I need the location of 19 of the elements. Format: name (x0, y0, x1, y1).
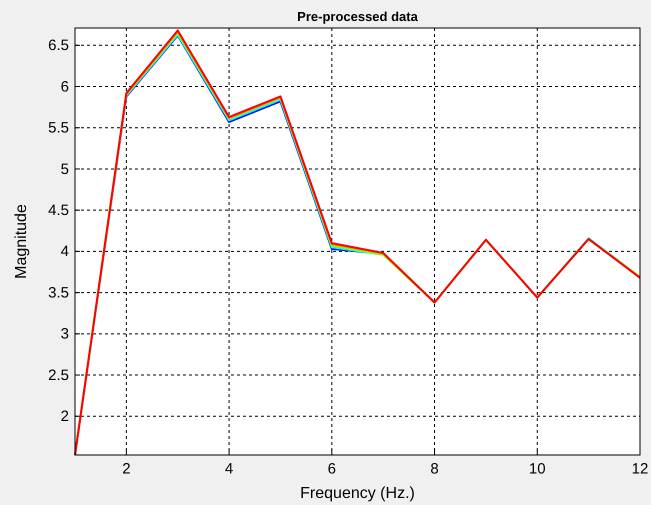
y-tick-label: 4 (60, 243, 69, 260)
y-tick-label: 3 (60, 326, 69, 343)
y-tick-label: 4.5 (48, 202, 69, 219)
y-tick-label: 5.5 (48, 120, 69, 137)
chart-title: Pre-processed data (297, 9, 419, 24)
x-tick-label: 4 (224, 460, 234, 478)
y-axis-title: Magnitude (13, 204, 30, 279)
y-tick-label: 6 (60, 78, 69, 96)
x-tick-label: 6 (328, 460, 336, 478)
y-tick-label: 6.5 (48, 37, 69, 54)
x-tick-label: 10 (528, 460, 546, 478)
x-tick-label: 12 (632, 460, 648, 478)
y-tick-label: 2 (60, 408, 69, 426)
y-tick-label: 3.5 (48, 284, 69, 302)
y-tick-label: 2.5 (48, 366, 69, 384)
x-tick-label: 2 (122, 460, 131, 478)
x-tick-label: 8 (430, 460, 439, 478)
x-axis-title: Frequency (Hz.) (300, 485, 415, 502)
y-tick-label: 5 (60, 160, 69, 178)
